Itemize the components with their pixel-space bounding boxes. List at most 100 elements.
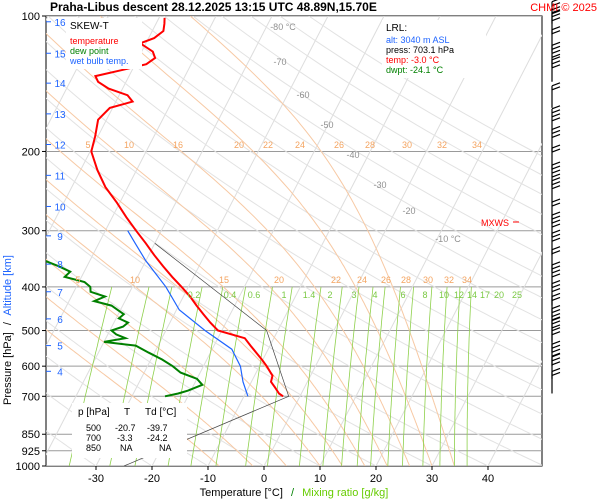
wind-barb-feather <box>551 292 561 298</box>
table-cell-r1-p: 700 <box>86 433 101 443</box>
pressure-axis: 100 200 300 400 500 600 700 850 925 1000 <box>16 11 46 473</box>
mixing-ratio-label: 8 <box>422 290 427 300</box>
moist-adiabat-line <box>46 296 254 466</box>
wind-barb <box>551 211 561 238</box>
pressure-tick-label: 500 <box>22 326 40 338</box>
wind-barb-feather <box>551 105 561 110</box>
wind-barb-feather <box>551 219 561 224</box>
moist-adiabat-label: 32 <box>444 275 454 285</box>
wind-barb-feather <box>551 331 561 336</box>
wind-barb-feather <box>551 41 561 46</box>
wind-barb-feather <box>551 109 561 114</box>
pressure-tick-label: 400 <box>22 282 40 294</box>
altitude-tick-label: 10 <box>54 202 66 213</box>
wind-barb-feather <box>551 9 561 14</box>
dry-adiabat-line <box>46 320 265 466</box>
moist-adiabat-line <box>189 16 455 466</box>
wind-barb-feather <box>551 246 561 251</box>
mixing-ratio-label: 1.4 <box>303 290 316 300</box>
wind-barb-feather <box>551 304 561 310</box>
isotherm-line <box>46 16 105 130</box>
wind-barb-feather <box>551 82 561 87</box>
wind-barb-feather <box>551 344 561 349</box>
temperature-tick-label: 10 <box>314 473 326 485</box>
mixing-ratio-label: 14 <box>467 290 477 300</box>
y-axis-label-sep: / <box>2 321 14 325</box>
dry-adiabat-line <box>221 16 542 215</box>
legend-temperature: temperature <box>70 36 119 46</box>
chart-title: Praha-Libus descent 28.12.2025 13:15 UTC… <box>50 0 377 14</box>
wind-barb-feather <box>551 283 561 289</box>
mixing-ratio-label: 0.2 <box>188 290 201 300</box>
moist-adiabat-label: 10 <box>130 275 140 285</box>
mixing-ratio-line <box>245 286 273 466</box>
dry-adiabat-line <box>46 40 542 367</box>
pressure-tick-label: 200 <box>22 146 40 158</box>
wind-barb-feather <box>551 261 561 266</box>
wind-barbs <box>551 0 561 394</box>
dry-adiabat-label: -30 <box>373 180 386 190</box>
svg-text:Pressure [hPa] / A: Pressure [hPa] / Altitude [km] <box>2 255 14 405</box>
altitude-tick-label: 15 <box>54 49 66 60</box>
dry-adiabat-line <box>192 16 542 235</box>
altitude-tick-label: 11 <box>55 171 66 182</box>
altitude-tick-label: 12 <box>54 141 66 152</box>
lrl-title: LRL: <box>386 23 407 34</box>
moist-adiabat-label: 5 <box>85 140 90 150</box>
moist-adiabat-label: 20 <box>274 275 284 285</box>
mixing-ratio-line <box>454 286 461 466</box>
dry-adiabat-label: -50 <box>320 120 333 130</box>
moist-adiabat-label: 24 <box>295 140 305 150</box>
moist-adiabat-label: 28 <box>365 140 375 150</box>
dry-adiabat-label: -40 <box>346 150 359 160</box>
mixing-ratio-label: 1 <box>281 290 286 300</box>
wind-barb-feather <box>551 173 561 178</box>
y-axis-label-altitude: Altitude [km] <box>2 255 14 316</box>
mixing-ratio-line <box>356 286 374 466</box>
table-cell-r1-td: -24.2 <box>147 433 168 443</box>
table-cell-r2-p: 850 <box>86 443 101 453</box>
pressure-tick-label: 925 <box>22 446 40 458</box>
moist-adiabat-label: 22 <box>263 140 273 150</box>
mixing-ratio-line <box>190 286 224 466</box>
wind-barb-feather <box>551 169 561 174</box>
dry-adiabat-line <box>46 285 321 466</box>
altitude-tick-label: 5 <box>57 342 63 353</box>
legend-dewpoint: dew point <box>70 46 109 56</box>
mixing-ratio-label: 0.6 <box>248 290 261 300</box>
moist-adiabat-label: 26 <box>334 140 344 150</box>
mixing-ratio-label: 4 <box>372 290 377 300</box>
table-cell-r2-t: NA <box>120 443 133 453</box>
wind-barb-feather <box>551 0 559 3</box>
pressure-tick-label: 300 <box>22 226 40 238</box>
wind-barb-feather <box>551 64 561 69</box>
mixing-ratio-label: 12 <box>454 290 464 300</box>
isobar-gridlines <box>46 16 542 466</box>
wind-barb-feather <box>551 287 561 293</box>
moist-adiabat-label: 26 <box>381 275 391 285</box>
wind-barb <box>551 367 561 394</box>
wind-barb-feather <box>551 327 561 332</box>
wind-barb-feather <box>551 250 561 255</box>
wind-barb-feather <box>551 2 561 7</box>
wind-barb-feather <box>551 361 561 366</box>
isotherm-line <box>319 34 542 466</box>
moist-adiabat-label: 34 <box>462 275 472 285</box>
mixing-ratio-line <box>387 286 401 466</box>
moist-adiabat-label: 10 <box>124 140 134 150</box>
table-cell-r0-td: -39.7 <box>147 423 168 433</box>
wind-barb <box>551 198 561 225</box>
wind-barb-feather <box>551 177 561 182</box>
moist-adiabat-line <box>46 214 321 466</box>
temperature-axis: -30 -20 -10 0 10 20 30 40 <box>88 466 494 485</box>
wind-barb-feather <box>551 125 561 131</box>
wind-barb-feather <box>551 133 561 139</box>
isotherm-line <box>487 360 542 466</box>
temperature-tick-label: 40 <box>482 473 494 485</box>
wetbulb-profile-line <box>127 230 249 397</box>
altitude-tick-label: 4 <box>57 367 63 378</box>
wind-barb-feather <box>551 312 561 318</box>
dry-adiabat-line <box>163 16 542 256</box>
wind-barb-feather <box>551 223 561 228</box>
